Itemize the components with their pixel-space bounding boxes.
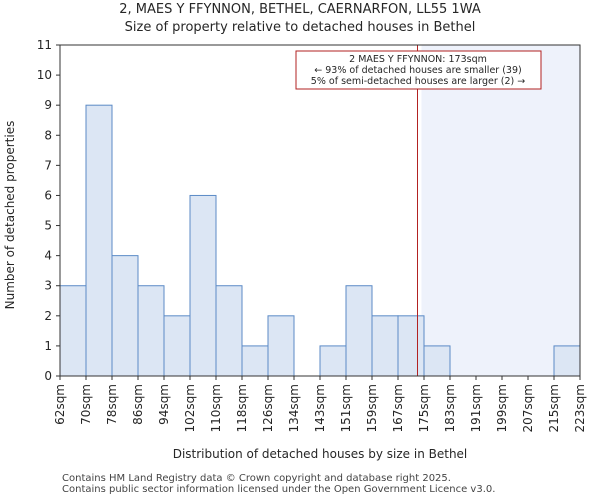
bar-86sqm bbox=[137, 285, 165, 377]
x-tick-label-207sqm: 207sqm bbox=[521, 384, 535, 432]
y-tick-label: 0 bbox=[44, 369, 52, 383]
y-tick-label: 1 bbox=[44, 339, 52, 353]
x-tick-label-143sqm: 143sqm bbox=[313, 384, 327, 432]
x-axis-label: Distribution of detached houses by size … bbox=[173, 447, 468, 461]
bar-126sqm bbox=[267, 315, 295, 377]
y-tick-label: 2 bbox=[44, 309, 52, 323]
x-tick-label-86sqm: 86sqm bbox=[131, 384, 145, 425]
y-tick-label: 10 bbox=[37, 68, 52, 82]
x-ticks-group: 62sqm 70sqm 78sqm 86sqm 94sqm 102sqm 110sqm 118… bbox=[53, 376, 587, 432]
x-tick-label-62sqm: 62sqm bbox=[53, 384, 67, 425]
y-tick-label: 11 bbox=[37, 38, 52, 52]
bar-62sqm bbox=[59, 285, 87, 377]
bar-118sqm bbox=[241, 345, 269, 377]
x-tick-label-215sqm: 215sqm bbox=[547, 384, 561, 432]
y-tick-label: 3 bbox=[44, 279, 52, 293]
x-tick-label-110sqm: 110sqm bbox=[209, 384, 223, 432]
y-tick-label: 4 bbox=[44, 249, 52, 263]
footer-line-1: Contains HM Land Registry data © Crown c… bbox=[62, 473, 451, 484]
y-tick-label: 6 bbox=[44, 188, 52, 202]
bar-102sqm bbox=[189, 194, 217, 377]
bar-159sqm bbox=[371, 315, 399, 377]
chart-title: 2, MAES Y FFYNNON, BETHEL, CAERNARFON, L… bbox=[119, 2, 481, 17]
x-tick-label-167sqm: 167sqm bbox=[391, 384, 405, 432]
annotation-border bbox=[295, 50, 542, 90]
bar-151sqm bbox=[345, 285, 373, 377]
annotation-line-2: ← 93% of detached houses are smaller (39… bbox=[314, 65, 521, 76]
bar-70sqm bbox=[85, 104, 113, 377]
x-tick-label-175sqm: 175sqm bbox=[417, 384, 431, 432]
x-tick-label-126sqm: 126sqm bbox=[261, 384, 275, 432]
y-tick-label: 7 bbox=[44, 158, 52, 172]
highlight-region bbox=[421, 45, 580, 376]
x-tick-label-118sqm: 118sqm bbox=[235, 384, 249, 432]
x-tick-label-151sqm: 151sqm bbox=[339, 384, 353, 432]
y-ticks-group: 0 1 2 3 4 5 6 7 8 9 10 11 bbox=[37, 38, 60, 383]
x-tick-label-78sqm: 78sqm bbox=[105, 384, 119, 425]
x-tick-label-159sqm: 159sqm bbox=[365, 384, 379, 432]
x-tick-label-199sqm: 199sqm bbox=[495, 384, 509, 432]
annotation-box: 2 MAES Y FFYNNON: 173sqm ← 93% of detach… bbox=[295, 50, 542, 90]
bar-167sqm bbox=[397, 315, 425, 377]
annotation-line-1: 2 MAES Y FFYNNON: 173sqm bbox=[349, 54, 487, 65]
annotation-line-3: 5% of semi-detached houses are larger (2… bbox=[311, 76, 525, 87]
bar-175sqm bbox=[423, 345, 451, 377]
x-tick-label-134sqm: 134sqm bbox=[287, 384, 301, 432]
bar-143sqm bbox=[319, 345, 347, 377]
x-tick-label-183sqm: 183sqm bbox=[443, 384, 457, 432]
bar-94sqm bbox=[163, 315, 191, 377]
x-tick-label-191sqm: 191sqm bbox=[469, 384, 483, 432]
x-tick-label-70sqm: 70sqm bbox=[79, 384, 93, 425]
footer-line-2: Contains public sector information licen… bbox=[62, 484, 496, 495]
y-tick-label: 5 bbox=[44, 219, 52, 233]
bar-78sqm bbox=[111, 255, 139, 377]
chart-subtitle: Size of property relative to detached ho… bbox=[124, 20, 476, 35]
y-axis-label: Number of detached properties bbox=[3, 121, 17, 310]
bars-group bbox=[59, 104, 581, 377]
x-tick-label-94sqm: 94sqm bbox=[157, 384, 171, 425]
y-tick-label: 8 bbox=[44, 128, 52, 142]
y-tick-label: 9 bbox=[44, 98, 52, 112]
x-tick-label-102sqm: 102sqm bbox=[183, 384, 197, 432]
x-tick-label-223sqm: 223sqm bbox=[573, 384, 587, 432]
bar-110sqm bbox=[215, 285, 243, 377]
bar-215sqm bbox=[553, 345, 581, 377]
